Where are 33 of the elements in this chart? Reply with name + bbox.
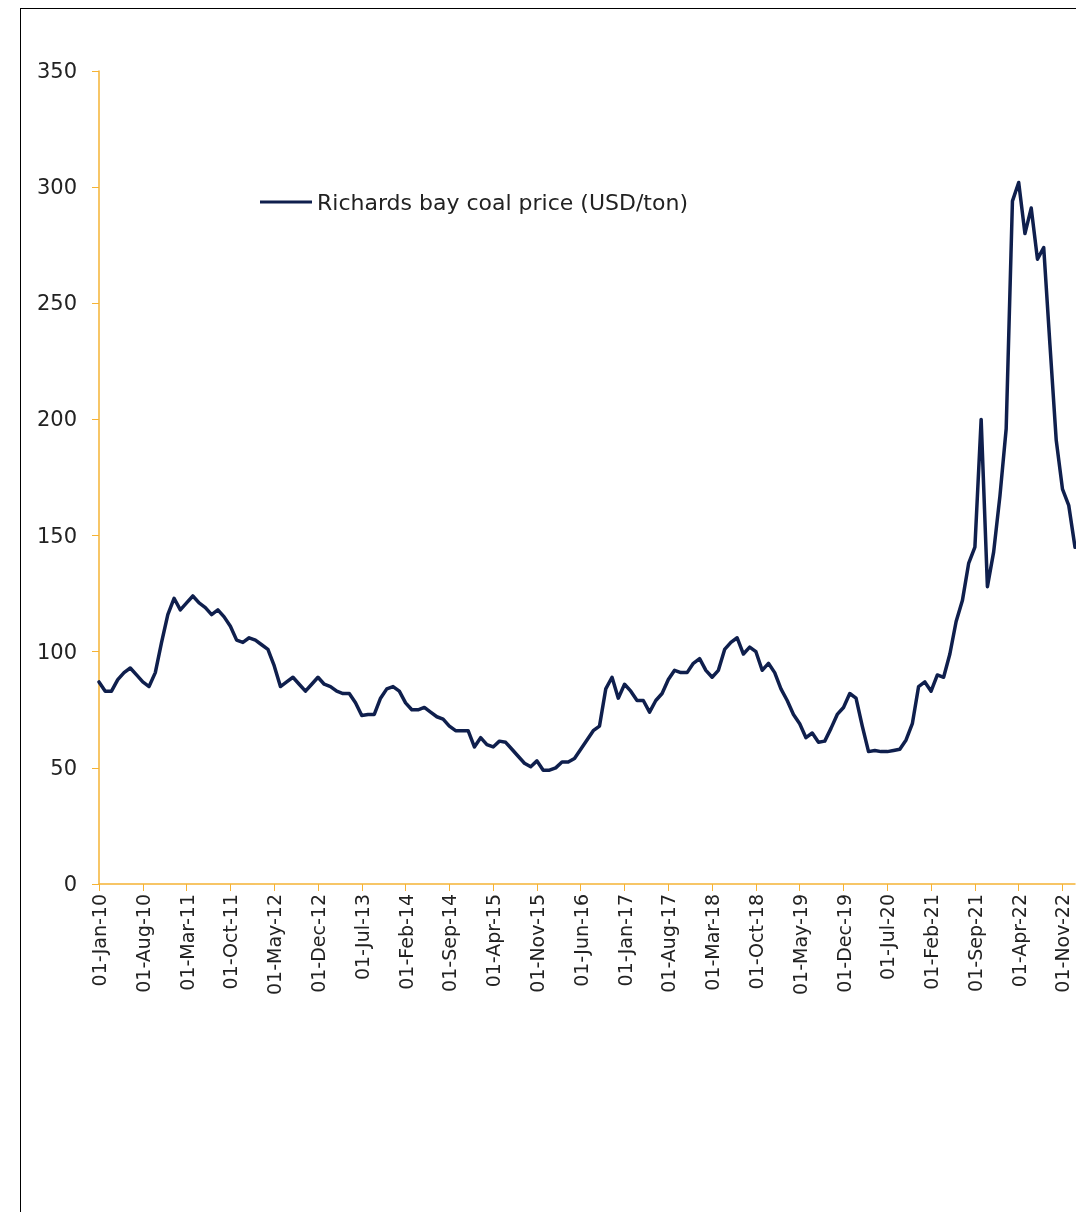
y-tick-label: 150 [36, 523, 77, 548]
x-tick-label: 01-Jul-20 [876, 894, 899, 981]
x-tick-label: 01-Mar-11 [175, 894, 198, 991]
x-tick-label: 01-Jan-17 [613, 894, 636, 987]
x-tick-label: 01-Jun-16 [569, 894, 592, 987]
x-tick-label: 01-Dec-12 [306, 894, 329, 993]
x-tick-label: 01-May-19 [788, 894, 811, 996]
x-tick-label: 01-Feb-14 [394, 894, 417, 990]
y-tick-label: 350 [36, 59, 77, 83]
y-tick-label: 0 [63, 872, 77, 896]
x-tick-label: 01-Nov-15 [525, 894, 548, 993]
legend-label: Richards bay coal price (USD/ton) [317, 189, 688, 215]
x-tick-label: 01-Oct-18 [744, 894, 767, 990]
x-tick-label: 01-Sep-21 [963, 894, 986, 992]
x-tick-label: 01-Oct-11 [219, 894, 242, 990]
x-tick-label: 01-Jul-13 [350, 894, 373, 981]
y-tick-label: 100 [36, 639, 77, 664]
y-tick-label: 50 [50, 755, 77, 780]
line-series [97, 180, 1076, 772]
x-tick-label: 01-Sep-14 [438, 894, 461, 992]
x-tick-label: 01-Jan-10 [88, 894, 110, 987]
x-tick-label: 01-Aug-10 [131, 894, 154, 993]
y-tick-label: 200 [36, 407, 77, 432]
x-tick-label: 01-Feb-21 [920, 894, 943, 990]
x-tick-label: 01-Aug-17 [657, 894, 680, 993]
x-tick-label: 01-Dec-19 [832, 894, 855, 993]
x-tick-label: 01-Mar-18 [701, 894, 724, 991]
x-tick-label: 01-Apr-15 [482, 894, 505, 988]
y-tick-label: 300 [36, 175, 77, 200]
x-tick-label: 01-Nov-22 [1051, 894, 1074, 993]
y-tick-label: 250 [36, 291, 77, 316]
x-tick-label: 01-Apr-22 [1007, 894, 1030, 988]
x-tick-label: 01-May-12 [263, 894, 286, 996]
